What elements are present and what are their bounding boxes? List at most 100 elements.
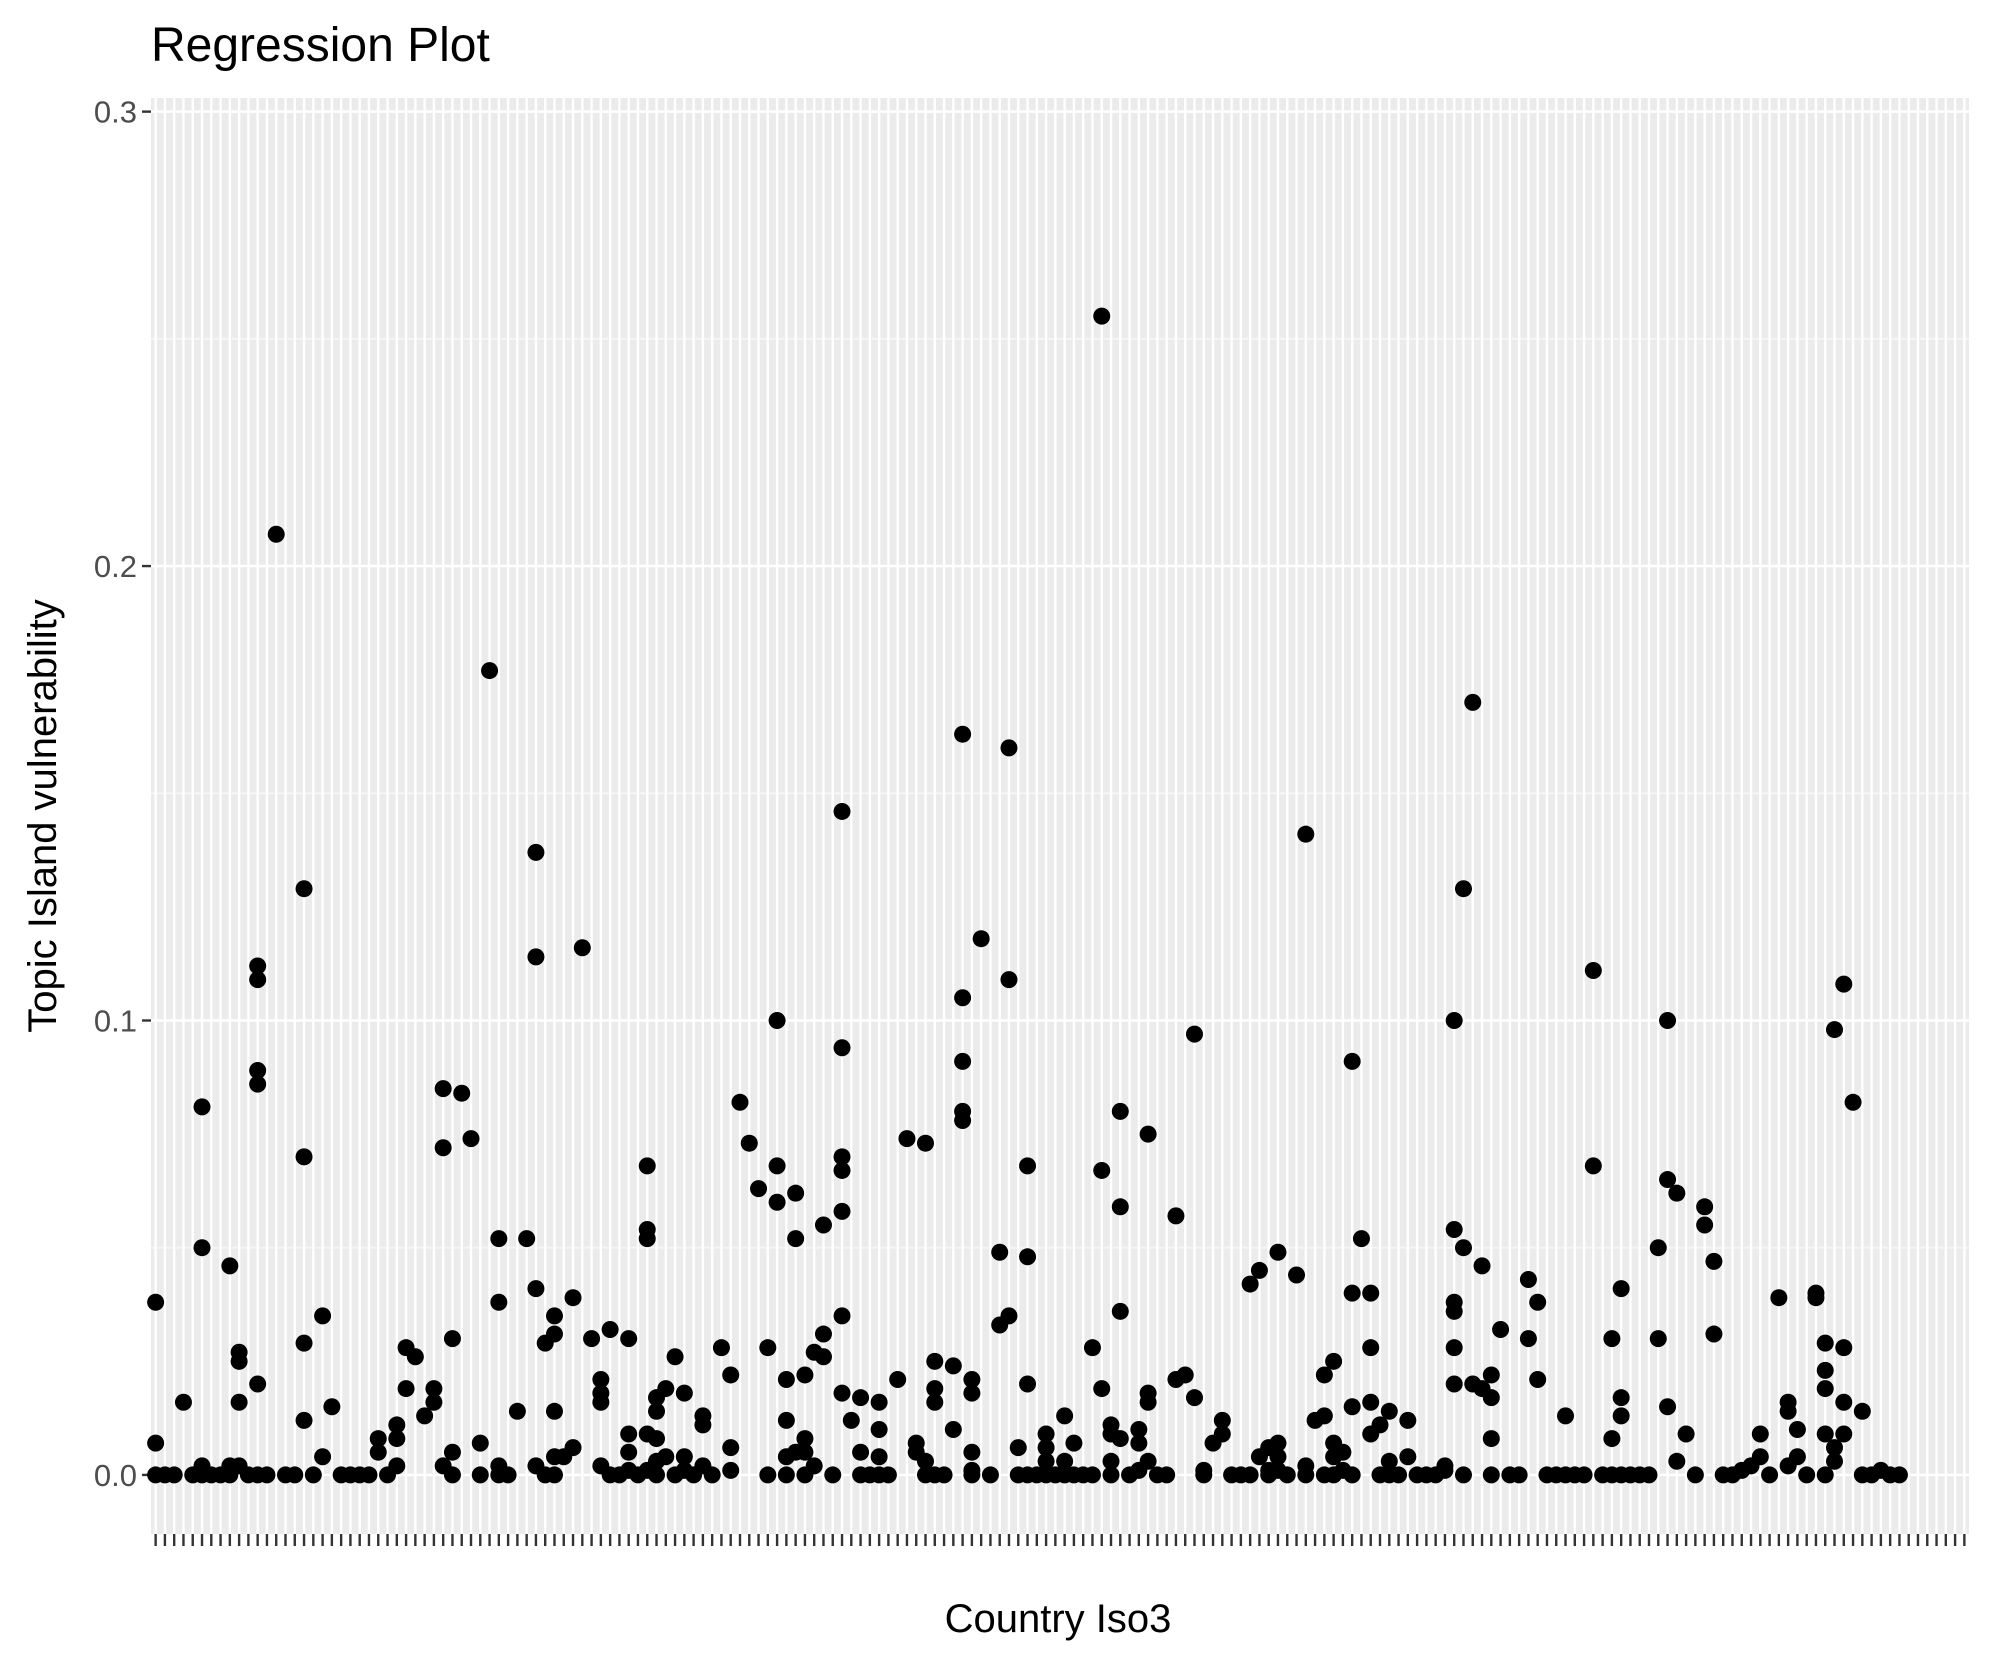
data-point xyxy=(870,1448,888,1466)
data-point xyxy=(193,1239,211,1257)
data-point xyxy=(1269,1448,1287,1466)
data-point xyxy=(304,1466,322,1484)
data-point xyxy=(1844,1093,1862,1111)
data-point xyxy=(731,1093,749,1111)
y-tick-label: 0.3 xyxy=(94,95,137,130)
data-point xyxy=(1612,1389,1630,1407)
data-point xyxy=(1213,1425,1231,1443)
data-point xyxy=(1297,1466,1315,1484)
data-point xyxy=(1399,1411,1417,1429)
data-point xyxy=(944,1420,962,1438)
data-point xyxy=(852,1389,870,1407)
data-point xyxy=(1668,1184,1686,1202)
y-axis: 0.0 0.1 0.2 0.3 xyxy=(94,95,151,1493)
data-point xyxy=(1519,1271,1537,1289)
data-point xyxy=(1000,1307,1018,1325)
data-point xyxy=(1371,1416,1389,1434)
data-point xyxy=(1139,1125,1157,1143)
data-point xyxy=(768,1193,786,1211)
data-point xyxy=(703,1466,721,1484)
data-point xyxy=(443,1443,461,1461)
data-point xyxy=(722,1439,740,1457)
data-point xyxy=(1853,1402,1871,1420)
data-point xyxy=(1705,1325,1723,1343)
data-point xyxy=(601,1321,619,1339)
x-axis xyxy=(154,1534,1966,1546)
data-point xyxy=(722,1366,740,1384)
chart-title: Regression Plot xyxy=(151,19,490,72)
data-point xyxy=(648,1430,666,1448)
data-point xyxy=(1093,1380,1111,1398)
data-point xyxy=(1195,1466,1213,1484)
data-point xyxy=(1612,1407,1630,1425)
data-point xyxy=(1362,1339,1380,1357)
data-point xyxy=(1659,1171,1677,1189)
data-point xyxy=(545,1402,563,1420)
data-point xyxy=(833,1148,851,1166)
data-point xyxy=(787,1184,805,1202)
data-point xyxy=(1185,1025,1203,1043)
data-point xyxy=(1037,1439,1055,1457)
data-point xyxy=(768,1011,786,1029)
y-tick-label: 0.1 xyxy=(94,1003,137,1038)
data-point xyxy=(295,880,313,898)
data-point xyxy=(1083,1466,1101,1484)
data-point xyxy=(1445,1221,1463,1239)
data-point xyxy=(434,1080,452,1098)
data-point xyxy=(694,1416,712,1434)
data-point xyxy=(620,1443,638,1461)
data-point xyxy=(1269,1243,1287,1261)
data-point xyxy=(666,1348,684,1366)
data-point xyxy=(1510,1466,1528,1484)
data-point xyxy=(545,1307,563,1325)
data-point xyxy=(147,1293,165,1311)
data-point xyxy=(1816,1361,1834,1379)
data-point xyxy=(295,1148,313,1166)
data-point xyxy=(1111,1430,1129,1448)
data-point xyxy=(963,1443,981,1461)
data-point xyxy=(545,1466,563,1484)
data-point xyxy=(165,1466,183,1484)
data-point xyxy=(1436,1461,1454,1479)
data-point xyxy=(1603,1330,1621,1348)
data-point xyxy=(963,1466,981,1484)
data-point xyxy=(1037,1452,1055,1470)
data-point xyxy=(954,725,972,743)
data-point xyxy=(1659,1011,1677,1029)
data-point xyxy=(369,1443,387,1461)
data-point xyxy=(1380,1402,1398,1420)
data-point xyxy=(1816,1425,1834,1443)
data-point xyxy=(443,1466,461,1484)
data-point xyxy=(1686,1466,1704,1484)
data-point xyxy=(1464,693,1482,711)
data-point xyxy=(1519,1330,1537,1348)
data-point xyxy=(1482,1430,1500,1448)
data-point xyxy=(1835,1339,1853,1357)
data-point xyxy=(814,1216,832,1234)
data-point xyxy=(425,1380,443,1398)
data-point xyxy=(1000,971,1018,989)
data-point xyxy=(1343,1052,1361,1070)
data-point xyxy=(1640,1466,1658,1484)
data-point xyxy=(1019,1248,1037,1266)
data-point xyxy=(1612,1280,1630,1298)
data-point xyxy=(1111,1102,1129,1120)
data-point xyxy=(657,1448,675,1466)
data-point xyxy=(1083,1339,1101,1357)
data-point xyxy=(1668,1452,1686,1470)
data-point xyxy=(824,1466,842,1484)
data-point xyxy=(852,1443,870,1461)
data-point xyxy=(258,1466,276,1484)
data-point xyxy=(527,843,545,861)
data-point xyxy=(573,939,591,957)
data-point xyxy=(926,1380,944,1398)
data-point xyxy=(1269,1434,1287,1452)
data-point xyxy=(1826,1452,1844,1470)
data-point xyxy=(481,662,499,680)
data-point xyxy=(1111,1302,1129,1320)
data-point xyxy=(759,1466,777,1484)
data-point xyxy=(1185,1389,1203,1407)
data-point xyxy=(147,1434,165,1452)
data-point xyxy=(740,1134,758,1152)
